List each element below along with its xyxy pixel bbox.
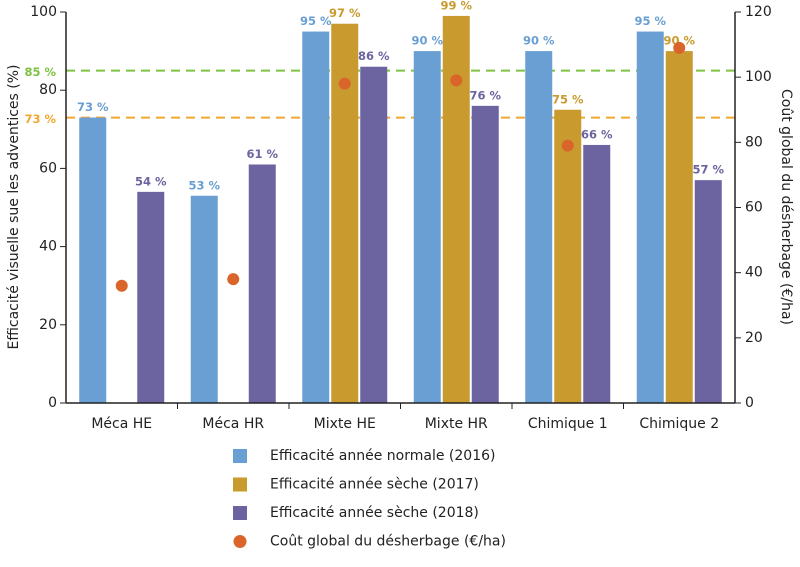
y2-tick-label: 40 [745, 265, 763, 281]
bar [636, 31, 664, 404]
y2-tick-label: 120 [745, 4, 772, 20]
value-label: 73 % [77, 100, 109, 114]
value-label: 76 % [469, 88, 501, 102]
y-axis-title: Efficacité visuelle sue les adventices (… [6, 65, 22, 350]
bar [137, 191, 165, 403]
bar [413, 51, 441, 403]
legend-marker [233, 477, 247, 492]
reference-label: 73 % [24, 112, 56, 126]
y-tick-label: 80 [39, 82, 57, 98]
y-tick-label: 100 [30, 4, 57, 20]
y2-tick-label: 60 [745, 200, 763, 216]
bar [554, 109, 582, 403]
y2-tick-label: 0 [745, 395, 754, 411]
y-tick-label: 0 [48, 395, 57, 411]
y2-axis-title: Coût global du désherbage (€/ha) [778, 89, 794, 325]
cost-dot [227, 273, 240, 286]
y-tick-label: 60 [39, 160, 57, 176]
value-label: 95 % [634, 14, 666, 28]
bar [525, 51, 553, 403]
reference-label: 85 % [24, 65, 56, 79]
value-label: 97 % [329, 6, 361, 20]
y2-tick-label: 100 [745, 69, 772, 85]
value-label: 61 % [246, 147, 278, 161]
x-tick-label: Méca HR [202, 416, 264, 432]
bar [442, 15, 470, 403]
legend-marker [233, 506, 247, 520]
value-label: 75 % [552, 92, 584, 106]
x-tick-label: Méca HE [91, 416, 152, 432]
value-label: 54 % [135, 174, 167, 188]
y2-tick-label: 80 [745, 134, 763, 150]
bar [190, 195, 218, 403]
x-tick-label: Chimique 1 [528, 416, 608, 432]
value-label: 53 % [188, 178, 220, 192]
cost-dot [115, 279, 128, 292]
bar [583, 144, 611, 403]
value-label: 95 % [300, 14, 332, 28]
y-tick-label: 40 [39, 239, 57, 255]
legend-marker [233, 449, 247, 463]
value-label: 90 % [663, 34, 695, 48]
legend-marker [233, 535, 247, 548]
cost-dot [450, 74, 463, 87]
bar [248, 164, 276, 403]
x-tick-label: Mixte HE [314, 416, 376, 432]
bar [694, 180, 722, 403]
y-tick-label: 20 [39, 317, 57, 333]
x-tick-label: Mixte HR [425, 416, 488, 432]
x-tick-label: Chimique 2 [639, 416, 719, 432]
value-label: 66 % [581, 127, 613, 141]
cost-dot [338, 77, 351, 90]
cost-dot [673, 41, 686, 54]
value-label: 99 % [440, 0, 472, 12]
legend-label: Efficacité année normale (2016) [270, 448, 495, 464]
bar [471, 105, 499, 403]
y2-tick-label: 20 [745, 330, 763, 346]
bar [665, 51, 693, 403]
legend-label: Efficacité année sèche (2018) [270, 505, 479, 521]
value-label: 57 % [692, 163, 724, 177]
legend-label: Coût global du désherbage (€/ha) [270, 534, 506, 550]
legend-label: Efficacité année sèche (2017) [270, 477, 479, 493]
cost-dot [561, 139, 574, 152]
value-label: 90 % [411, 34, 443, 48]
value-label: 90 % [523, 34, 555, 48]
bar [79, 117, 107, 403]
value-label: 86 % [358, 49, 390, 63]
bar [360, 66, 388, 404]
bar [302, 31, 330, 404]
